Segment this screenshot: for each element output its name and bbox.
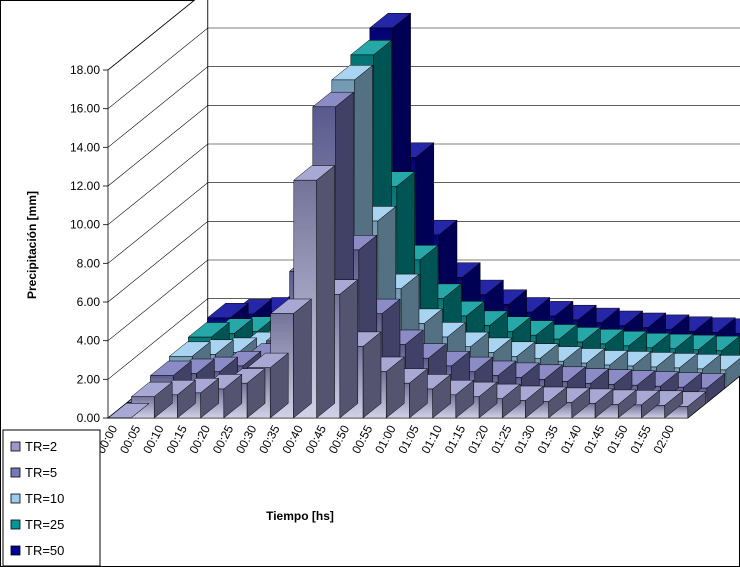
y-tick-label: 14.00 xyxy=(70,140,100,154)
legend-swatch xyxy=(10,519,21,530)
y-tick-label: 8.00 xyxy=(77,256,101,270)
bar-side xyxy=(362,331,382,419)
legend-swatch xyxy=(10,493,21,504)
gridline xyxy=(107,66,740,148)
legend-item: TR=25 xyxy=(10,517,64,532)
legend-swatch xyxy=(10,545,21,556)
legend-item: TR=5 xyxy=(10,465,57,480)
gridline xyxy=(107,105,740,187)
bar-side xyxy=(293,298,312,419)
legend-label: TR=25 xyxy=(25,517,64,532)
gridline xyxy=(107,27,740,109)
y-tick-label: 16.00 xyxy=(70,102,100,116)
gridlines xyxy=(103,0,740,419)
y-tick-label: 0.00 xyxy=(77,411,101,425)
y-tick-label: 12.00 xyxy=(70,179,100,193)
x-axis-title: Tiempo [hs] xyxy=(266,509,334,523)
legend-label: TR=10 xyxy=(25,491,64,506)
y-tick-label: 10.00 xyxy=(70,218,100,232)
legend-item: TR=10 xyxy=(10,491,64,506)
bars xyxy=(107,12,740,419)
y-tick-label: 6.00 xyxy=(77,295,101,309)
series-tr-2 xyxy=(107,165,707,419)
gridline xyxy=(107,182,740,264)
y-tick-label: 2.00 xyxy=(77,372,101,386)
legend-swatch xyxy=(10,441,21,452)
legend-item: TR=50 xyxy=(10,543,64,558)
gridline xyxy=(107,143,740,225)
legend-label: TR=50 xyxy=(25,543,64,558)
bar-side xyxy=(316,165,335,419)
gridline xyxy=(107,259,740,341)
gridline xyxy=(107,221,740,303)
bar xyxy=(107,403,150,419)
y-tick-label: 18.00 xyxy=(70,63,100,77)
gridline xyxy=(107,298,740,380)
y-tick-label: 4.00 xyxy=(77,334,101,348)
y-axis-title: Precipitación [mm] xyxy=(25,191,39,299)
legend-label: TR=2 xyxy=(25,439,57,454)
legend-swatch xyxy=(10,467,21,478)
bar-side xyxy=(339,279,359,419)
y-tick-labels: 0.00 2.00 4.00 6.00 8.00 10.00 12.00 14.00 16.00… xyxy=(70,63,100,425)
gridline xyxy=(107,0,196,71)
legend: TR=2 TR=5 TR=10 TR=25 TR=50 xyxy=(2,429,101,567)
legend-item: TR=2 xyxy=(10,439,57,454)
legend-label: TR=5 xyxy=(25,465,57,480)
